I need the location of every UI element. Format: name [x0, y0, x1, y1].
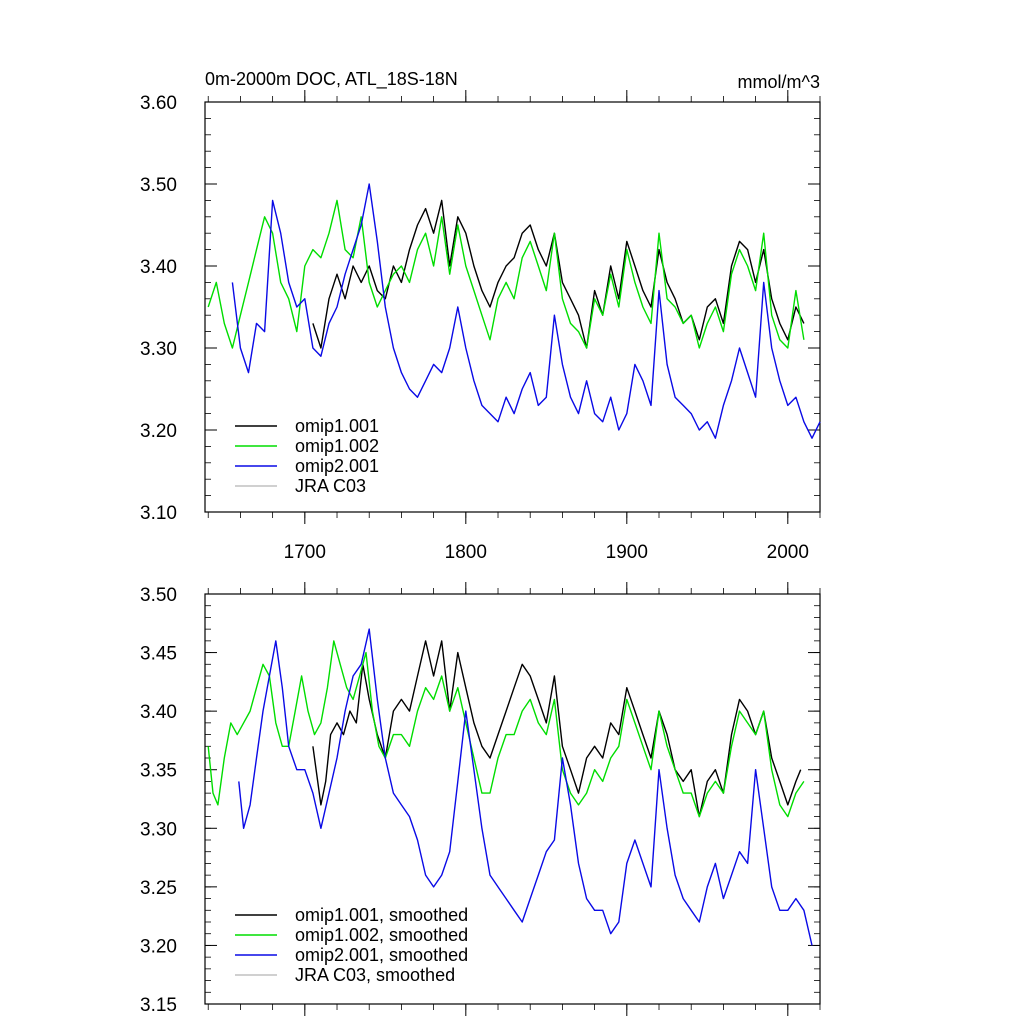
y-tick-label: 3.50 — [140, 585, 177, 606]
y-tick-label: 3.30 — [140, 339, 177, 360]
legend-label: omip1.002 — [295, 436, 379, 456]
x-tick-label: 1900 — [606, 542, 648, 563]
series-line-omip1-001-smoothed — [312, 640, 802, 818]
legend-label: JRA C03 — [295, 476, 366, 496]
y-tick-label: 3.20 — [140, 421, 177, 442]
y-tick-label: 3.10 — [140, 503, 177, 524]
y-tick-label: 3.25 — [140, 878, 177, 899]
y-tick-label: 3.30 — [140, 819, 177, 840]
y-tick-label: 3.45 — [140, 644, 177, 665]
legend-label: omip1.002, smoothed — [295, 925, 468, 945]
chart-units-label: mmol/m^3 — [738, 72, 820, 92]
y-tick-label: 3.60 — [140, 93, 177, 114]
x-tick-label: 2000 — [767, 542, 809, 563]
legend-label: omip1.001 — [295, 416, 379, 436]
series-line-omip1-002-smoothed — [207, 640, 805, 818]
y-tick-label: 3.40 — [140, 702, 177, 723]
series-line-omip2-001 — [231, 183, 821, 439]
series-line-omip1-001 — [312, 199, 805, 349]
plot-frame-2 — [204, 593, 821, 1005]
y-tick-label: 3.35 — [140, 761, 177, 782]
y-tick-label: 3.50 — [140, 175, 177, 196]
legend-label: omip2.001 — [295, 456, 379, 476]
legend-label: JRA C03, smoothed — [295, 965, 455, 985]
y-tick-label: 3.40 — [140, 257, 177, 278]
chart-title: 0m-2000m DOC, ATL_18S-18N — [205, 69, 458, 90]
legend-label: omip1.001, smoothed — [295, 905, 468, 925]
y-tick-label: 3.15 — [140, 995, 177, 1016]
x-tick-label: 1700 — [284, 542, 326, 563]
series-line-omip1-002 — [207, 199, 805, 349]
legend-label: omip2.001, smoothed — [295, 945, 468, 965]
series-line-omip2-001-smoothed — [238, 628, 813, 946]
x-tick-label: 1800 — [445, 542, 487, 563]
y-tick-label: 3.20 — [140, 936, 177, 957]
plot-frame-1 — [204, 101, 821, 513]
